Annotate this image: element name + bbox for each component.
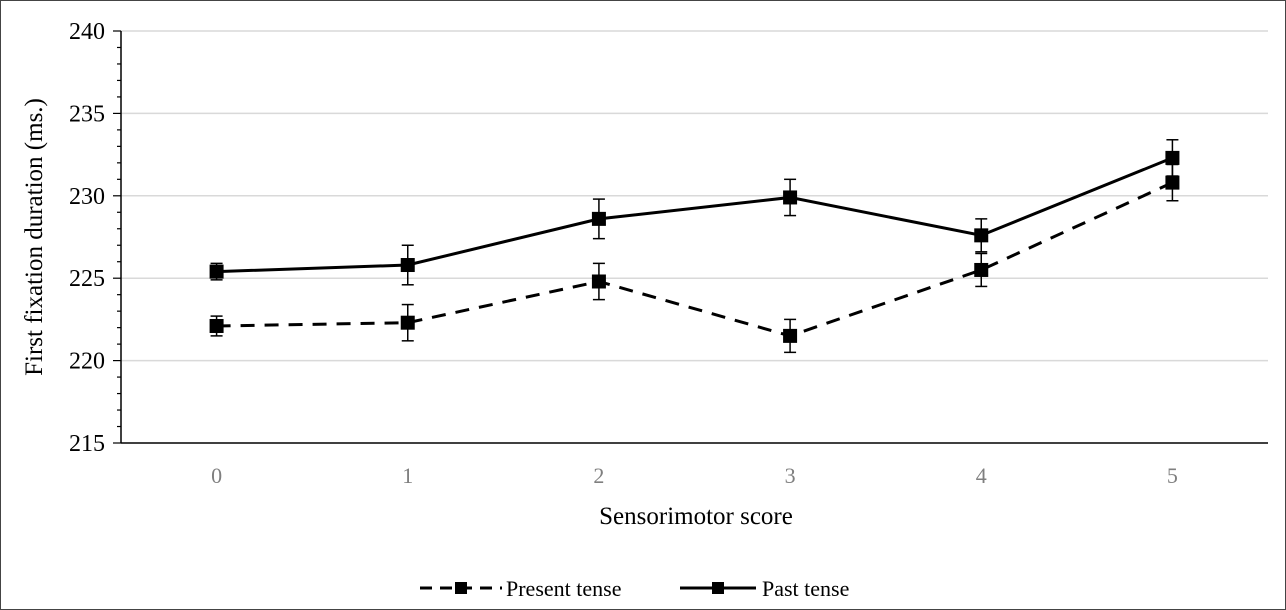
series-line-past-tense [216,156,1173,274]
data-point-past-tense-5 [1165,150,1180,165]
data-point-present-tense-4 [974,262,989,277]
data-markers [209,150,1180,343]
y-tick-label-230: 230 [69,184,105,210]
legend-item-past-tense: Past tense [680,576,849,601]
x-tick-label-2: 2 [593,463,604,488]
legend-label-past-tense: Past tense [762,576,849,601]
x-tick-label-5: 5 [1167,463,1178,488]
legend: Present tense Past tense [420,576,849,601]
data-point-past-tense-4 [974,228,989,243]
y-tick-label-215: 215 [69,431,105,457]
x-tick-label-0: 0 [211,463,222,488]
data-point-present-tense-0 [209,318,224,333]
legend-marker-past-tense [712,582,724,594]
y-tick-label-225: 225 [69,266,105,292]
y-axis-title: First fixation duration (ms.) [21,98,48,376]
y-tick-label-235: 235 [69,101,105,127]
data-point-past-tense-2 [591,211,606,226]
x-tick-label-4: 4 [976,463,987,488]
data-point-present-tense-2 [591,274,606,289]
data-point-past-tense-1 [400,258,415,273]
x-axis-title: Sensorimotor score [599,503,793,530]
legend-item-present-tense: Present tense [420,576,621,601]
legend-marker-present-tense [455,582,467,594]
tick-labels: 215 220 225 230 235 240 0 1 2 3 4 5 [69,19,1178,488]
axes [113,30,1268,444]
data-point-past-tense-0 [209,264,224,279]
series-line-present-tense [216,181,1174,338]
y-tick-label-240: 240 [69,19,105,45]
x-tick-label-3: 3 [785,463,796,488]
series-lines [216,156,1174,338]
legend-label-present-tense: Present tense [506,576,621,601]
gridlines [121,30,1268,362]
data-point-present-tense-3 [783,328,798,343]
data-point-past-tense-3 [783,190,798,205]
y-tick-label-220: 220 [69,349,105,375]
data-point-present-tense-1 [400,315,415,330]
x-tick-label-1: 1 [402,463,413,488]
data-point-present-tense-5 [1165,175,1180,190]
